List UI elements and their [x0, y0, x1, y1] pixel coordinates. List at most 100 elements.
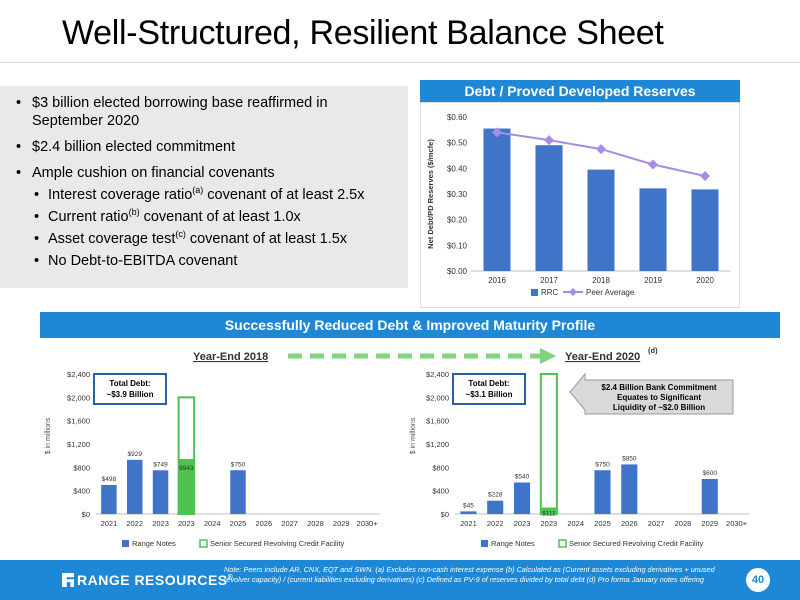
range-notes-bar	[621, 464, 638, 514]
total-debt-2020-callout	[452, 373, 526, 405]
bar-value-label: $850	[622, 455, 637, 462]
y-axis-title: $ in millions	[45, 417, 52, 454]
bar-value-label: $749	[153, 461, 168, 468]
y-tick-label: $0	[441, 510, 449, 519]
y-tick-label: $1,200	[426, 440, 449, 449]
rrc-bar	[587, 169, 615, 271]
sub-bullet-current-ratio: Current ratio(b) covenant of at least 1.…	[10, 208, 398, 226]
x-tick-label: 2026	[255, 519, 272, 528]
maturity-2020-box: $0 $400 $800 $1,200 $1,600 $2,000 $2,400 $ in m…	[405, 366, 780, 556]
page-number: 40	[746, 568, 770, 592]
peer-average-point	[700, 171, 710, 182]
maturity-banner: Successfully Reduced Debt & Improved Mat…	[40, 312, 780, 338]
total-debt-2018-callout	[93, 373, 167, 405]
bank-commitment-line1: $2.4 Billion Bank Commitment	[601, 383, 716, 392]
bullets-panel: $3 billion elected borrowing base reaffi…	[0, 86, 408, 288]
y-axis-title: Net Debt/PD Reserves ($/mcfe)	[426, 139, 435, 249]
total-debt-2020-label: Total Debt:	[468, 379, 509, 388]
sub-bullet-text: covenant of at least 1.5x	[185, 231, 348, 247]
range-notes-bar	[460, 511, 477, 514]
total-debt-2020-value: ~$3.1 Billion	[466, 390, 513, 399]
x-tick-label: 2024	[567, 519, 584, 528]
footer: RANGE RESOURCES® Note: Peers include AR,…	[0, 560, 800, 600]
x-tick-label: 2016	[488, 276, 506, 285]
legend-rrc-swatch	[531, 289, 538, 296]
x-tick-label: 2020	[696, 276, 714, 285]
x-tick-label: 2017	[540, 276, 558, 285]
maturity-2018-chart: $0 $400 $800 $1,200 $1,600 $2,000 $2,400 $ in m…	[45, 370, 380, 548]
debt-reserves-banner: Debt / Proved Developed Reserves	[420, 80, 740, 102]
bullet-covenants: Ample cushion on financial covenants	[10, 164, 398, 182]
y-tick-label: $2,000	[426, 393, 449, 402]
bar-value-label: $943	[179, 465, 194, 472]
debt-reserves-chart-box: $0.00 $0.10 $0.20 $0.30 $0.40 $0.50 $0.60 Net D…	[420, 102, 740, 308]
bar-value-label: $498	[102, 476, 117, 483]
sub-bullet-interest-coverage: Interest coverage ratio(a) covenant of a…	[10, 186, 398, 204]
range-notes-bar	[594, 470, 611, 514]
x-tick-label: 2023	[514, 519, 531, 528]
maturity-2018-box: $0 $400 $800 $1,200 $1,600 $2,000 $2,400 $ in m…	[40, 366, 390, 556]
footnote-ref: (a)	[192, 185, 204, 196]
bar-value-label: $750	[231, 461, 246, 468]
sub-bullet-asset-coverage: Asset coverage test(c) covenant of at le…	[10, 230, 398, 248]
sub-bullet-no-ebitda: No Debt-to-EBITDA covenant	[10, 252, 398, 270]
footnote-ref: (c)	[175, 229, 186, 240]
company-logo: RANGE RESOURCES®	[62, 572, 233, 588]
range-notes-bar	[487, 500, 504, 514]
x-tick-label: 2030+	[726, 519, 748, 528]
bar-value-label: $540	[515, 474, 530, 481]
y-tick-label: $0	[82, 510, 90, 519]
peer-average-point	[544, 135, 554, 146]
legend-facility-swatch	[199, 539, 208, 548]
y-tick-label: $0.20	[447, 216, 468, 225]
year-end-2020-footnote: (d)	[648, 346, 658, 355]
sub-bullet-text: Current ratio	[48, 209, 129, 225]
bar-value-label: $111	[542, 511, 556, 518]
peer-average-line	[496, 131, 706, 178]
x-tick-label: 2019	[644, 276, 662, 285]
y-tick-label: $0.60	[447, 113, 468, 122]
peer-average-point	[648, 159, 658, 170]
legend-notes-swatch	[122, 540, 129, 547]
x-tick-label: 2021	[101, 519, 118, 528]
legend-facility-swatch	[558, 539, 567, 548]
y-tick-label: $1,200	[67, 440, 90, 449]
x-tick-label: 2027	[648, 519, 665, 528]
footnote-ref: (b)	[128, 207, 140, 218]
x-tick-label: 2023	[152, 519, 169, 528]
rrc-bar	[639, 188, 667, 271]
sub-bullet-text: covenant of at least 2.5x	[203, 187, 365, 203]
range-notes-bar	[152, 470, 169, 514]
transition-arrow-head	[540, 348, 556, 364]
y-tick-label: $1,600	[67, 417, 90, 426]
y-tick-label: $0.10	[447, 241, 468, 250]
x-tick-label: 2025	[594, 519, 611, 528]
maturity-2020-chart: $0 $400 $800 $1,200 $1,600 $2,000 $2,400 $ in m…	[410, 370, 750, 548]
total-debt-2018-label: Total Debt:	[109, 379, 150, 388]
x-tick-label: 2029	[701, 519, 718, 528]
y-tick-label: $2,400	[426, 370, 449, 379]
range-notes-bar	[101, 484, 117, 514]
year-end-2020-label: Year-End 2020	[565, 351, 640, 363]
rrc-bar	[535, 145, 563, 271]
logo-text: RANGE RESOURCES	[77, 572, 228, 588]
sub-bullet-text: Asset coverage test	[48, 231, 176, 247]
bank-commitment-line3: Liquidity of ~$2.0 Billion	[613, 403, 705, 412]
y-tick-label: $1,600	[426, 417, 449, 426]
credit-facility-bar	[178, 458, 195, 514]
debt-reserves-chart: $0.00 $0.10 $0.20 $0.30 $0.40 $0.50 $0.60 Net D…	[426, 113, 731, 297]
credit-facility-capacity-outline	[539, 373, 558, 515]
x-tick-label: 2018	[592, 276, 610, 285]
x-tick-label: 2025	[230, 519, 247, 528]
y-tick-label: $800	[432, 463, 449, 472]
y-axis-title: $ in millions	[410, 417, 417, 454]
legend-rrc-label: RRC	[541, 288, 559, 297]
x-tick-label: 2028	[307, 519, 324, 528]
y-tick-label: $400	[73, 487, 90, 496]
x-tick-label: 2026	[621, 519, 638, 528]
total-debt-2018-value: ~$3.9 Billion	[107, 390, 154, 399]
x-tick-label: 2030+	[357, 519, 379, 528]
bank-commitment-callout	[569, 372, 734, 415]
y-tick-label: $800	[73, 463, 90, 472]
